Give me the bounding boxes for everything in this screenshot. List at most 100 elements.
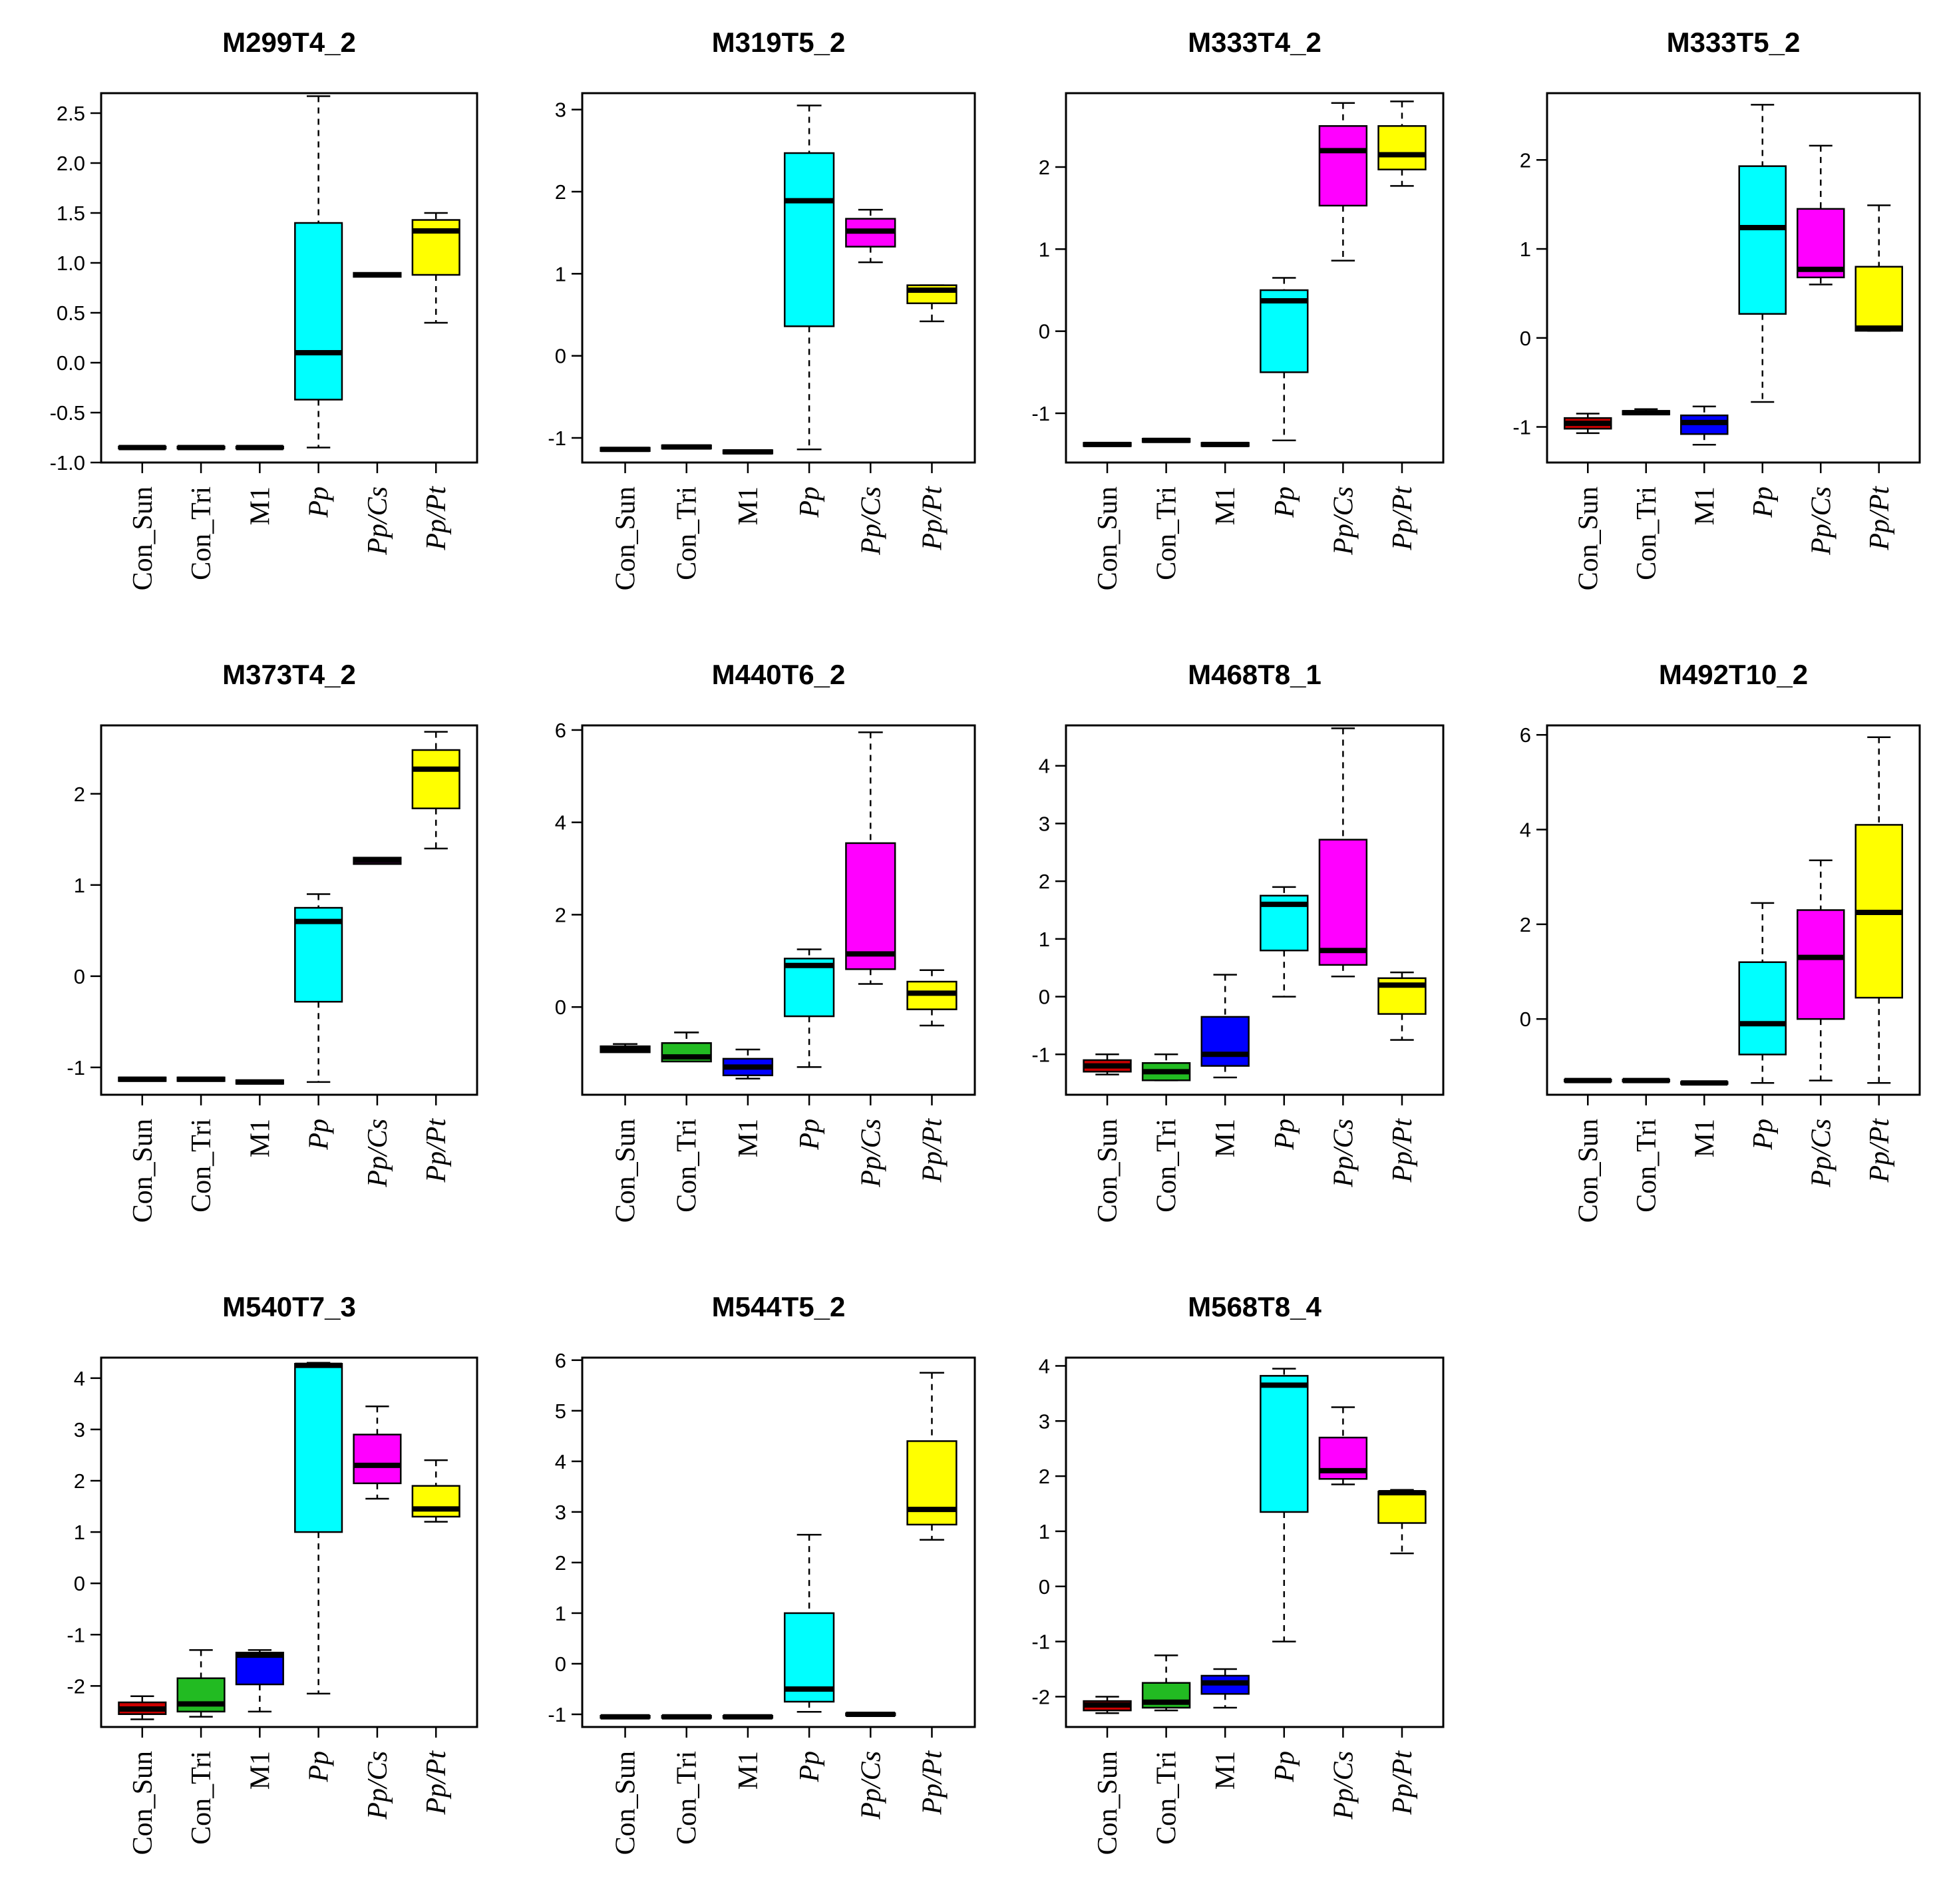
- y-tick-label: -1.0: [50, 451, 85, 475]
- panel-title: M373T4_2: [222, 659, 356, 690]
- box-M1: [1200, 441, 1250, 447]
- panel-M333T5_2: M333T5_2 -1 0 1 2 Con_Sun Con_Tri M1 Pp Pp/Cs Pp/P…: [1512, 27, 1921, 590]
- y-tick-label: 0: [555, 1652, 566, 1676]
- panel-M468T8_1: M468T8_1 -1 0 1 2 3 4 Con_Sun Con_Tri M1 Pp Pp/Cs Pp…: [1031, 659, 1445, 1223]
- y-tick-label: 6: [555, 1349, 566, 1372]
- y-tick-label: -1: [1512, 416, 1531, 439]
- y-tick-label: 3: [1039, 1410, 1050, 1433]
- x-tick-label: Con_Tri: [186, 1119, 217, 1213]
- y-tick-label: 5: [555, 1400, 566, 1423]
- y-tick-label: -0.5: [50, 401, 85, 425]
- box-Con_Sun: [118, 1076, 167, 1082]
- x-tick-label: Con_Sun: [128, 1119, 158, 1223]
- y-tick-label: 1: [1039, 1520, 1050, 1543]
- panel-title: M492T10_2: [1659, 659, 1808, 690]
- y-tick-label: 2: [1039, 870, 1050, 893]
- x-tick-label: Con_Sun: [128, 486, 158, 590]
- box-Con_Sun: [118, 1695, 167, 1720]
- y-tick-label: 0: [1039, 320, 1050, 343]
- panel-title: M333T4_2: [1188, 27, 1321, 58]
- y-tick-label: -1: [1031, 1043, 1050, 1066]
- plot-frame: [100, 1356, 478, 1728]
- box-Pp/Cs: [845, 1711, 896, 1717]
- box-Pp: [783, 948, 835, 1068]
- box-Pp/Pt: [1854, 204, 1903, 332]
- box-M1: [1200, 1668, 1250, 1709]
- box-Pp/Pt: [906, 1372, 958, 1541]
- panel-title: M440T6_2: [712, 659, 846, 690]
- x-tick-label: M1: [245, 486, 275, 525]
- y-tick-label: 2: [1039, 1465, 1050, 1488]
- box-iqr: [1200, 1016, 1250, 1067]
- box-Con_Sun: [118, 445, 167, 451]
- panel-M319T5_2: M319T5_2 -1 0 1 2 3 Con_Sun Con_Tri M1 Pp Pp/Cs Pp/…: [548, 27, 976, 590]
- y-tick-label: 4: [1039, 755, 1050, 778]
- box-Pp: [1738, 902, 1787, 1084]
- x-tick-label: Pp/Cs: [856, 486, 886, 556]
- x-tick-label: M1: [733, 1751, 764, 1790]
- y-tick-label: 4: [555, 1450, 566, 1473]
- y-tick-label: 0: [555, 345, 566, 368]
- box-M1: [722, 1714, 774, 1720]
- box-Con_Sun: [1083, 1053, 1132, 1075]
- y-tick-label: 1.0: [57, 252, 85, 275]
- x-tick-label: Pp/Pt: [421, 1118, 452, 1183]
- y-tick-label: 2: [74, 783, 85, 806]
- box-Pp/Cs: [353, 857, 402, 865]
- x-tick-label: Con_Tri: [672, 1751, 703, 1845]
- y-tick-label: 2: [1520, 913, 1531, 936]
- box-Pp/Cs: [353, 1405, 402, 1500]
- box-iqr: [1318, 125, 1368, 207]
- box-Con_Tri: [661, 1032, 712, 1063]
- box-Pp: [1260, 277, 1309, 441]
- box-M1: [235, 1079, 284, 1085]
- box-iqr: [1797, 909, 1845, 1020]
- y-tick-label: 2: [555, 180, 566, 204]
- y-tick-label: 0: [555, 996, 566, 1019]
- box-iqr: [1738, 961, 1787, 1055]
- y-tick-label: 2: [1039, 156, 1050, 179]
- x-tick-label: Pp: [794, 1119, 825, 1151]
- x-tick-label: Con_Sun: [1093, 1119, 1123, 1223]
- x-tick-label: M1: [1689, 486, 1720, 525]
- plot-frame: [100, 92, 478, 464]
- x-tick-label: Con_Tri: [1152, 1119, 1182, 1213]
- box-Pp/Cs: [1797, 859, 1845, 1081]
- box-Con_Tri: [1141, 1053, 1191, 1081]
- x-tick-label: Con_Tri: [1632, 1119, 1662, 1213]
- x-tick-label: Pp/Pt: [917, 1750, 948, 1815]
- x-tick-label: Pp: [304, 1751, 335, 1783]
- box-iqr: [411, 1485, 460, 1518]
- x-tick-label: Pp/Cs: [856, 1751, 886, 1820]
- box-Pp/Cs: [845, 208, 896, 264]
- x-tick-label: Pp/Cs: [1328, 1119, 1359, 1188]
- panel-M299T4_2: M299T4_2 -1.0 -0.5 0.0 0.5 1.0 1.5 2.0 2.5 Con_Su…: [50, 27, 478, 590]
- y-tick-label: 0.0: [57, 351, 85, 375]
- x-tick-label: Pp: [1748, 486, 1779, 518]
- box-Pp/Pt: [1377, 1489, 1427, 1555]
- y-tick-label: 3: [74, 1418, 85, 1441]
- box-M1: [235, 1649, 284, 1713]
- panel-M440T6_2: M440T6_2 0 2 4 6 Con_Sun Con_Tri M1 Pp Pp/Cs Pp/Pt: [555, 659, 976, 1223]
- box-iqr: [411, 219, 460, 276]
- box-iqr: [411, 749, 460, 809]
- box-Pp: [783, 104, 835, 451]
- y-tick-label: 2: [555, 1551, 566, 1575]
- box-iqr: [1854, 266, 1903, 332]
- panel-M333T4_2: M333T4_2 -1 0 1 2 Con_Sun Con_Tri M1 Pp Pp/Cs Pp/P…: [1031, 27, 1445, 590]
- x-tick-label: Pp: [1748, 1119, 1779, 1151]
- x-tick-label: Pp: [304, 1119, 335, 1151]
- x-tick-label: Con_Sun: [611, 486, 641, 590]
- plot-frame: [581, 1356, 976, 1728]
- box-Pp: [294, 95, 343, 449]
- y-tick-label: 2: [555, 903, 566, 926]
- x-tick-label: M1: [1689, 1119, 1720, 1157]
- x-tick-label: Con_Sun: [128, 1751, 158, 1855]
- x-tick-label: Pp/Cs: [1328, 486, 1359, 556]
- x-tick-label: Con_Tri: [672, 1119, 703, 1213]
- x-tick-label: Con_Tri: [186, 486, 217, 580]
- y-tick-label: -2: [67, 1674, 85, 1698]
- x-tick-label: Con_Tri: [1152, 486, 1182, 580]
- x-tick-label: Pp/Pt: [917, 1118, 948, 1183]
